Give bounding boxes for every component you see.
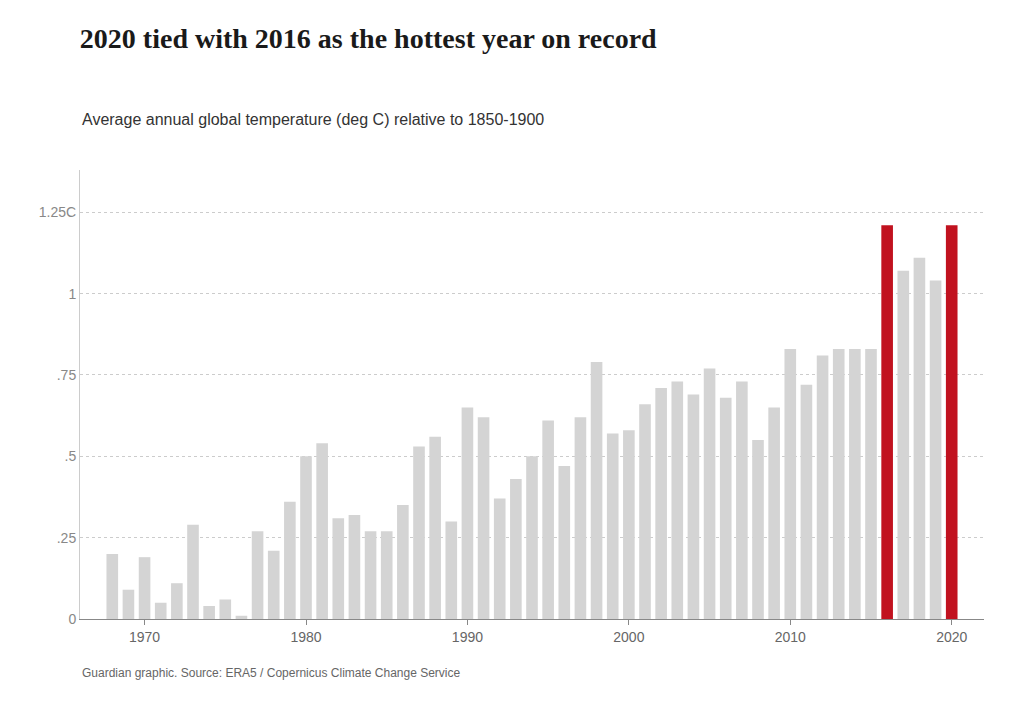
svg-text:1970: 1970 [129,629,160,645]
svg-text:1990: 1990 [452,629,483,645]
svg-text:2020: 2020 [936,629,967,645]
svg-text:1.25C: 1.25C [39,204,76,220]
svg-text:0: 0 [68,611,76,627]
svg-text:Guardian graphic. Source: ERA5: Guardian graphic. Source: ERA5 / Coperni… [82,666,461,680]
svg-text:.25: .25 [57,530,77,546]
svg-text:Average annual global temperat: Average annual global temperature (deg C… [82,111,544,128]
svg-text:1: 1 [68,286,76,302]
svg-text:1980: 1980 [290,629,321,645]
svg-text:2010: 2010 [775,629,806,645]
svg-text:2000: 2000 [613,629,644,645]
svg-text:.5: .5 [65,448,77,464]
svg-text:2020 tied with 2016 as the hot: 2020 tied with 2016 as the hottest year … [80,23,657,54]
svg-text:.75: .75 [57,367,77,383]
